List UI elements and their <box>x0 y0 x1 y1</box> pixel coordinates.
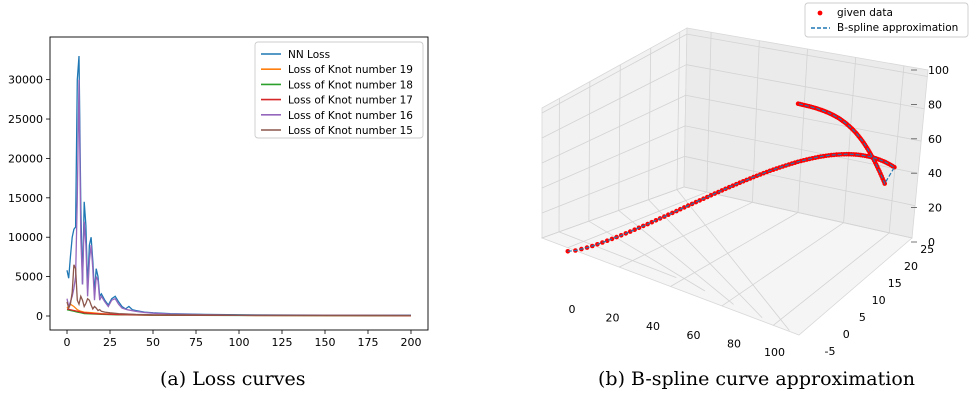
legend-label-2: B-spline approximation <box>837 22 958 34</box>
y-tick-label: 10 <box>872 294 886 307</box>
grid-line <box>676 189 790 331</box>
grid-line <box>541 186 685 239</box>
z-tick-label: 20 <box>928 202 942 215</box>
grid-line <box>541 64 687 139</box>
y-tick-label: 10000 <box>8 231 43 244</box>
y-tick-label: 20000 <box>8 152 43 165</box>
z-tick-label: 80 <box>928 98 942 111</box>
legend-box <box>804 2 969 38</box>
x-tick-label: 75 <box>189 336 203 349</box>
legend-swatch-1 <box>817 10 823 16</box>
x-tick-label: 200 <box>400 336 421 349</box>
grid-line <box>797 48 808 213</box>
grid-line <box>541 33 688 114</box>
data-point <box>649 219 655 225</box>
data-point <box>604 238 610 243</box>
x-tick-label: 100 <box>764 346 785 359</box>
grid-line <box>706 32 712 193</box>
data-point <box>627 229 633 234</box>
grid-line <box>685 125 919 174</box>
data-point <box>632 227 637 232</box>
z-tick-label: 40 <box>928 167 942 180</box>
grid-line <box>648 199 763 319</box>
caption-loss-curves: (a) Loss curves <box>160 368 306 390</box>
series-line-5 <box>66 79 412 317</box>
y-tick-label: 30000 <box>8 74 43 87</box>
z-tick-label: 100 <box>928 64 949 77</box>
y-tick-label: 0 <box>843 328 850 341</box>
x-tick-label: 40 <box>646 320 660 333</box>
x-tick-label: 50 <box>146 336 160 349</box>
legend-label-3: Loss of Knot number 18 <box>288 79 413 91</box>
grid-line <box>773 232 890 326</box>
grid-line <box>670 212 799 287</box>
x-tick-label: 0 <box>64 336 71 349</box>
legend-label-5: Loss of Knot number 16 <box>288 110 413 122</box>
data-point <box>666 212 671 217</box>
grid-line <box>618 201 753 268</box>
bspline-curve <box>567 103 896 252</box>
grid-line <box>541 125 686 189</box>
grid-line <box>686 64 925 110</box>
legend-label-1: given data <box>837 7 893 19</box>
y-tick-label: 25 <box>920 243 934 256</box>
data-point <box>795 101 801 106</box>
loss-curves-chart: 0 25 50 75 100 125 150 175 200 0 5000 10000 15000 200… <box>8 36 429 349</box>
legend-box <box>254 41 424 139</box>
grid-line <box>684 156 916 207</box>
grid-line <box>685 94 922 142</box>
grid-line <box>683 186 913 239</box>
x-tick-label: 80 <box>727 337 741 350</box>
data-point <box>565 249 571 254</box>
grid-line <box>648 47 652 200</box>
y-tick-label: 25000 <box>8 113 43 126</box>
y-tick-label: -5 <box>825 345 836 358</box>
grid-line <box>541 94 686 164</box>
grid-line <box>541 156 685 214</box>
y-tick-label: 20 <box>904 260 918 273</box>
grid-line <box>588 81 591 222</box>
y-tick-label: 15 <box>888 277 902 290</box>
y-tick-label: 5000 <box>15 271 43 284</box>
caption-bspline-approximation: (b) B-spline curve approximation <box>598 368 916 390</box>
y-tick-label: 0 <box>36 310 43 323</box>
z-tick-label: 0 <box>928 236 935 249</box>
x-tick-label: 0 <box>569 303 576 316</box>
grid-line <box>843 57 857 223</box>
grid-line <box>888 65 905 233</box>
grid-line <box>618 64 621 211</box>
legend-label-4: Loss of Knot number 17 <box>288 95 413 107</box>
x-tick-label: 175 <box>357 336 378 349</box>
z-tick-label: 60 <box>928 133 942 146</box>
grid-line <box>721 222 844 307</box>
y-tick-label: 15000 <box>8 192 43 205</box>
data-point <box>600 240 605 245</box>
x-tick-label: 60 <box>687 329 701 342</box>
series-line-6 <box>66 264 412 317</box>
x-tick-label: 125 <box>271 336 292 349</box>
grid-line <box>676 31 681 190</box>
grid-line <box>567 191 707 249</box>
x-tick-label: 100 <box>229 336 250 349</box>
data-point <box>737 180 743 185</box>
x-tick-label: 25 <box>103 336 117 349</box>
data-point <box>730 183 736 188</box>
x-tick-label: 150 <box>314 336 335 349</box>
legend-label-2: Loss of Knot number 19 <box>288 64 413 76</box>
legend-label-6: Loss of Knot number 15 <box>288 125 413 137</box>
data-point <box>609 236 615 242</box>
y-tick-label: 5 <box>859 311 866 324</box>
grid-line <box>686 33 928 77</box>
grid-line <box>588 220 706 292</box>
legend-label-1: NN Loss <box>288 49 330 61</box>
grid-line <box>558 231 677 279</box>
x-tick-label: 20 <box>606 312 620 325</box>
